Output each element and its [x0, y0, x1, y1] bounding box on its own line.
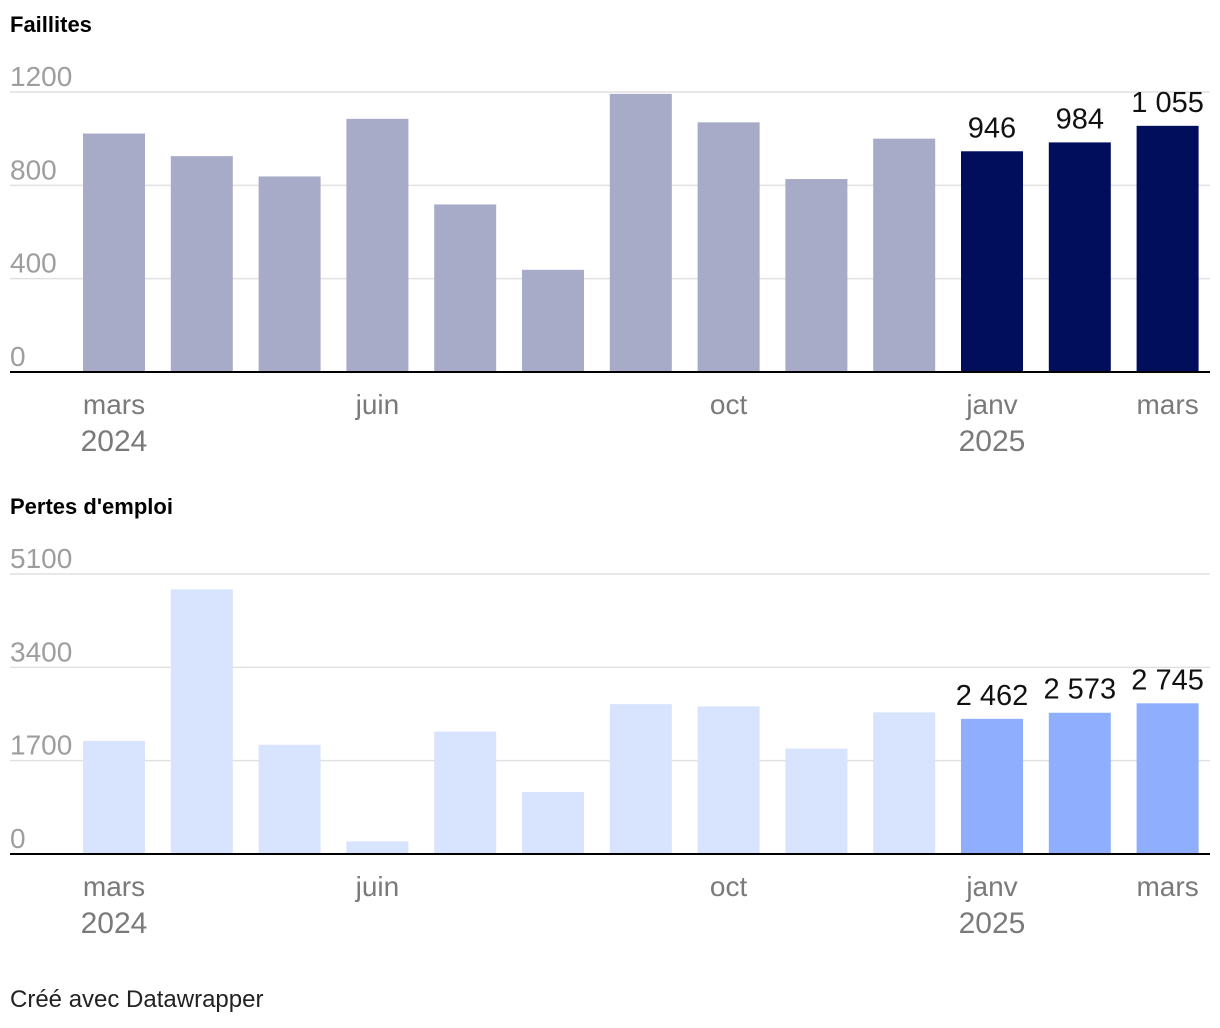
bar	[961, 151, 1023, 372]
bar	[1136, 125, 1199, 372]
bar	[346, 841, 409, 854]
y-tick-label: 1200	[10, 61, 72, 92]
bar	[609, 704, 672, 854]
x-tick-label: juin	[355, 871, 400, 902]
bar	[170, 589, 233, 854]
value-label: 984	[1056, 103, 1104, 135]
x-tick-label: mars	[1136, 389, 1198, 420]
value-label: 946	[968, 112, 1016, 144]
x-tick-label: oct	[710, 389, 748, 420]
value-label: 2 462	[956, 680, 1029, 712]
bar	[873, 138, 936, 372]
bar	[434, 204, 497, 372]
x-tick-year-label: 2024	[81, 907, 148, 940]
chart-title: Faillites	[10, 12, 92, 37]
bar	[609, 93, 672, 372]
bar	[697, 706, 760, 854]
bar	[873, 712, 936, 854]
bar	[170, 156, 233, 372]
chart-faillites: Faillites 0 400 800 1200 946 984 1 055 mars 2024…	[0, 12, 1220, 462]
x-tick-label: oct	[710, 871, 748, 902]
bar	[785, 179, 848, 372]
bar	[83, 740, 145, 854]
y-tick-label: 5100	[10, 543, 72, 574]
bar	[1136, 703, 1199, 854]
bar	[961, 718, 1023, 854]
bar	[1048, 712, 1111, 854]
bar	[258, 744, 321, 854]
y-tick-label: 400	[10, 248, 57, 279]
bar	[346, 118, 409, 372]
bar	[522, 269, 584, 372]
x-tick-label: mars	[83, 389, 145, 420]
value-label: 1 055	[1131, 87, 1204, 119]
y-tick-label: 3400	[10, 636, 72, 667]
bar-chart-svg: 0 1700 3400 5100 2 462 2 573 2 745 mars 2024 juin…	[10, 543, 1210, 940]
y-tick-label: 1700	[10, 730, 72, 761]
chart-title: Pertes d'emploi	[10, 494, 173, 519]
bar	[522, 791, 584, 854]
bar	[83, 133, 145, 372]
y-tick-label: 800	[10, 154, 57, 185]
x-tick-label: janv	[965, 871, 1017, 902]
bar	[697, 122, 760, 372]
x-tick-year-label: 2024	[81, 425, 148, 458]
value-label: 2 745	[1131, 664, 1204, 696]
x-tick-label: janv	[965, 389, 1017, 420]
x-tick-label: mars	[1136, 871, 1198, 902]
x-tick-label: mars	[83, 871, 145, 902]
bar	[785, 748, 848, 854]
x-tick-label: juin	[355, 389, 400, 420]
value-label: 2 573	[1044, 674, 1117, 706]
x-tick-year-label: 2025	[959, 425, 1026, 458]
bar	[258, 176, 321, 372]
bar-chart-svg: 0 400 800 1200 946 984 1 055 mars 2024 juin oct jan…	[10, 61, 1210, 458]
x-tick-year-label: 2025	[959, 907, 1026, 940]
y-tick-label: 0	[10, 823, 26, 854]
chart-pertes-emploi: Pertes d'emploi 0 1700 3400 5100 2 462 2 573 2…	[0, 494, 1220, 944]
y-tick-label: 0	[10, 341, 26, 372]
datawrapper-credit: Créé avec Datawrapper	[10, 986, 264, 1013]
bar	[434, 731, 497, 854]
bar	[1048, 142, 1111, 372]
